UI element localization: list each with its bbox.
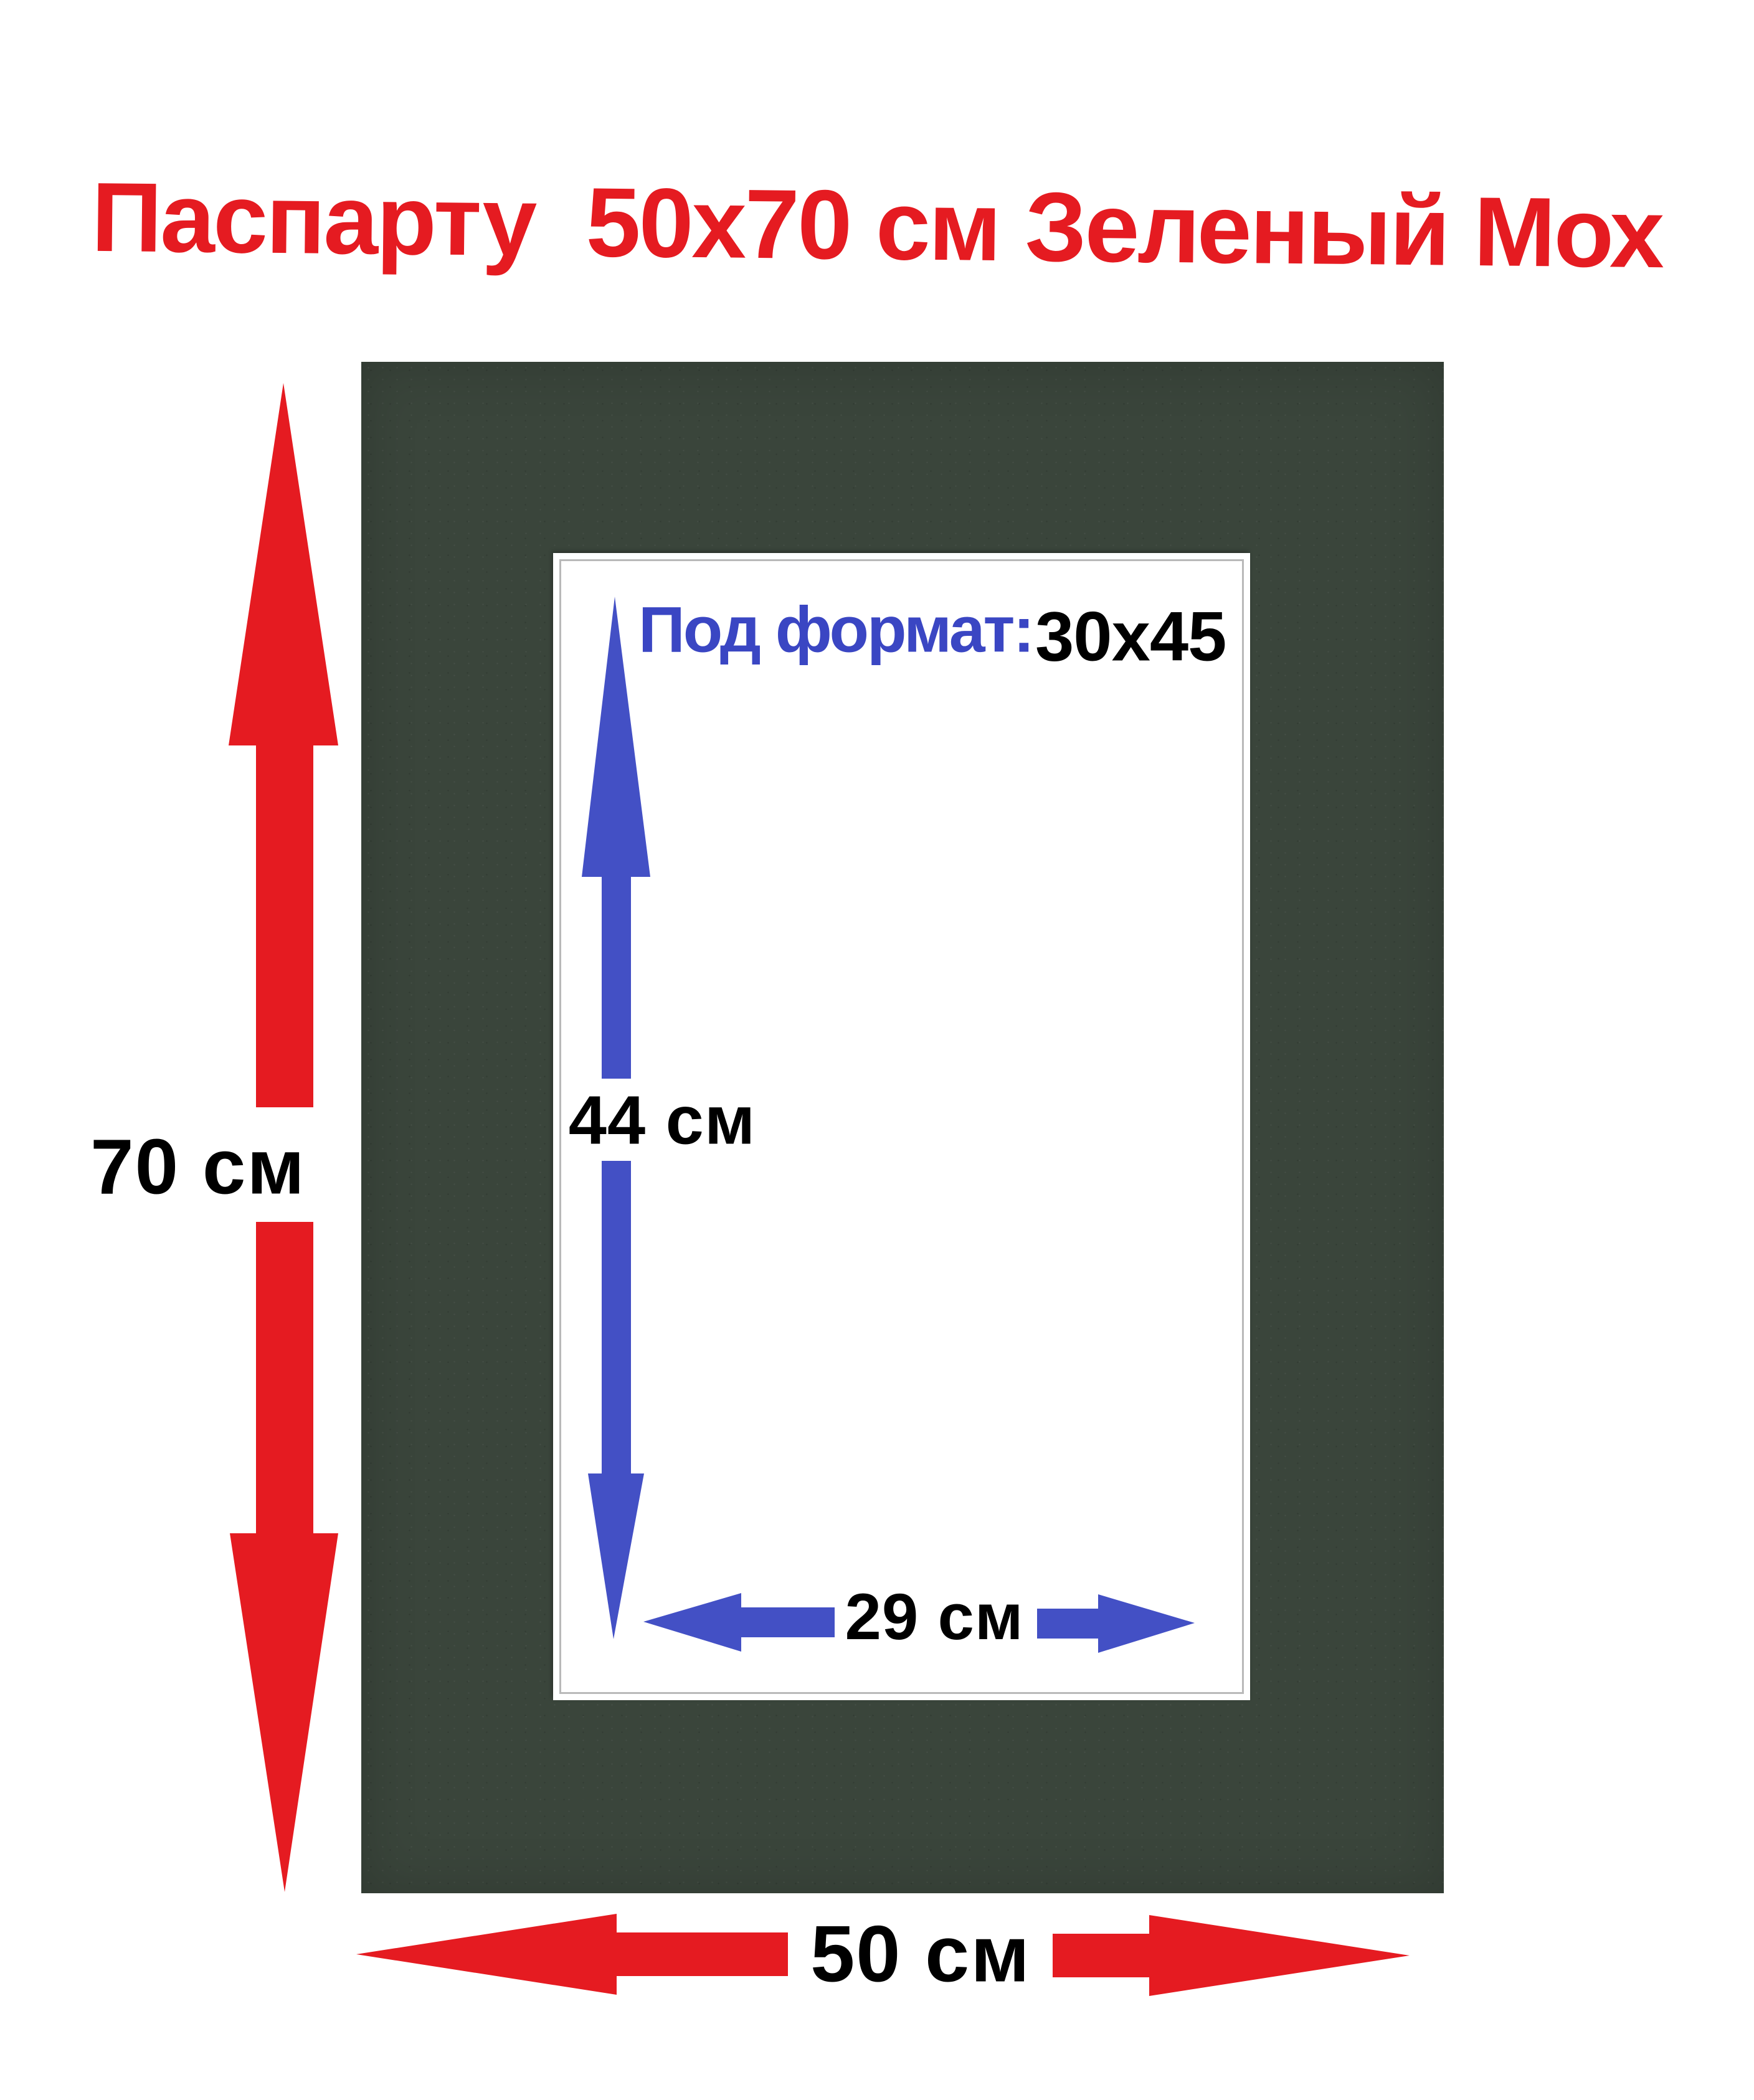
format-value: 30x45 bbox=[1035, 597, 1226, 676]
format-label: Под формат: bbox=[638, 594, 1035, 666]
outer-width-label: 50 см bbox=[810, 1909, 1031, 1999]
blue-arrow-right-icon bbox=[1037, 1594, 1195, 1653]
mat-board bbox=[361, 362, 1444, 1893]
blue-arrow-up-icon bbox=[582, 597, 650, 1079]
blue-arrow-left-icon bbox=[643, 1593, 835, 1652]
outer-height-label: 70 см bbox=[90, 1123, 306, 1211]
red-arrow-up-icon bbox=[229, 383, 338, 1107]
blue-arrow-down-icon bbox=[588, 1161, 644, 1639]
mat-window bbox=[553, 553, 1250, 1700]
red-arrow-left-icon bbox=[356, 1914, 788, 1995]
inner-height-label: 44 см bbox=[568, 1082, 756, 1159]
red-arrow-down-icon bbox=[230, 1222, 338, 1892]
red-arrow-right-icon bbox=[1053, 1915, 1410, 1996]
window-bevel-line bbox=[559, 559, 1244, 1694]
inner-width-label: 29 см bbox=[845, 1581, 1024, 1653]
